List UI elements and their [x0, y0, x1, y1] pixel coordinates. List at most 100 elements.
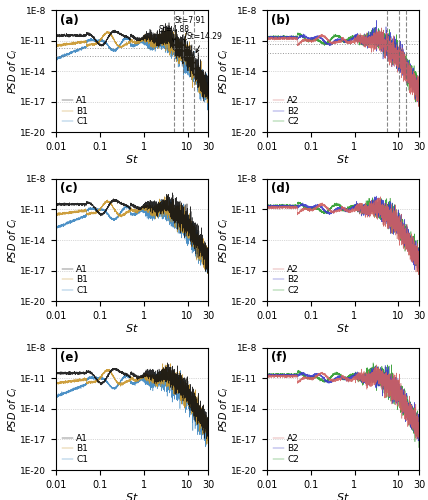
C1 — [203, 262, 208, 268]
A2 — [329, 378, 334, 384]
B1 — [80, 377, 85, 383]
A1 — [71, 202, 76, 207]
B1 — [187, 60, 192, 66]
C1 — [80, 214, 85, 220]
C2 — [370, 194, 375, 200]
A2 — [323, 372, 328, 378]
A1 — [80, 371, 85, 377]
A1 — [112, 29, 117, 35]
X-axis label: $St$: $St$ — [336, 322, 350, 334]
A2 — [414, 260, 419, 266]
B2 — [417, 90, 422, 96]
Legend: A1, B1, C1: A1, B1, C1 — [60, 432, 90, 466]
B2 — [416, 438, 421, 444]
B2 — [417, 433, 422, 439]
Line: C2: C2 — [267, 28, 419, 103]
C2 — [291, 371, 296, 377]
C1 — [53, 224, 58, 230]
B2 — [282, 36, 287, 42]
C2 — [282, 33, 287, 39]
A2 — [291, 35, 296, 41]
C2 — [264, 202, 269, 208]
C2 — [291, 34, 296, 40]
A2 — [398, 228, 403, 234]
B2 — [374, 18, 379, 24]
A1 — [80, 34, 85, 40]
Line: C1: C1 — [56, 32, 208, 110]
A1 — [170, 190, 175, 196]
A2 — [282, 36, 287, 42]
B1 — [112, 374, 117, 380]
Line: A2: A2 — [267, 28, 419, 106]
B2 — [282, 204, 287, 210]
C2 — [398, 396, 403, 402]
B1 — [205, 271, 210, 277]
Y-axis label: PSD of $C_l$: PSD of $C_l$ — [217, 48, 231, 94]
Text: (c): (c) — [60, 182, 78, 196]
C2 — [329, 374, 334, 380]
B2 — [398, 392, 403, 398]
Line: B1: B1 — [56, 196, 208, 274]
C1 — [53, 394, 58, 400]
Line: C2: C2 — [267, 198, 419, 272]
B1 — [53, 42, 58, 48]
C1 — [118, 210, 123, 216]
C2 — [372, 24, 377, 30]
Text: (d): (d) — [271, 182, 290, 196]
Line: A1: A1 — [56, 362, 208, 440]
Legend: A2, B2, C2: A2, B2, C2 — [271, 94, 301, 128]
Line: A1: A1 — [56, 22, 208, 101]
C1 — [178, 368, 183, 374]
A2 — [374, 362, 379, 368]
B2 — [264, 34, 269, 40]
C1 — [112, 48, 117, 54]
C1 — [71, 218, 76, 224]
A1 — [206, 94, 211, 100]
A1 — [205, 270, 210, 276]
C2 — [398, 60, 403, 66]
B2 — [415, 99, 420, 105]
C1 — [80, 382, 85, 388]
C1 — [118, 378, 123, 384]
B1 — [112, 37, 117, 43]
Text: (f): (f) — [271, 352, 287, 364]
C2 — [417, 430, 422, 436]
Text: (a): (a) — [60, 14, 79, 26]
A1 — [118, 32, 123, 38]
A2 — [416, 104, 421, 110]
C1 — [71, 386, 76, 392]
X-axis label: $St$: $St$ — [336, 154, 350, 166]
B2 — [414, 90, 419, 96]
Y-axis label: PSD of $C_l$: PSD of $C_l$ — [6, 48, 20, 94]
X-axis label: $St$: $St$ — [125, 154, 139, 166]
C1 — [205, 107, 210, 113]
B1 — [206, 440, 211, 446]
C2 — [291, 202, 296, 208]
B1 — [80, 208, 85, 214]
A1 — [187, 226, 192, 232]
C1 — [112, 216, 117, 222]
C2 — [417, 255, 422, 261]
Line: B2: B2 — [267, 20, 419, 102]
B1 — [71, 378, 76, 384]
C1 — [203, 444, 208, 450]
B1 — [187, 228, 192, 234]
Text: St=4.88: St=4.88 — [159, 26, 190, 42]
A1 — [112, 197, 117, 203]
A1 — [80, 202, 85, 208]
A1 — [112, 366, 117, 372]
A2 — [282, 204, 287, 210]
B2 — [414, 415, 419, 421]
C2 — [398, 233, 403, 239]
Y-axis label: PSD of $C_l$: PSD of $C_l$ — [6, 386, 20, 432]
B1 — [80, 38, 85, 44]
A2 — [414, 420, 419, 426]
A2 — [417, 431, 422, 437]
Line: A2: A2 — [267, 196, 419, 275]
C2 — [371, 360, 376, 366]
C1 — [206, 274, 211, 280]
Text: (e): (e) — [60, 352, 79, 364]
Y-axis label: PSD of $C_l$: PSD of $C_l$ — [6, 217, 20, 263]
C1 — [158, 196, 163, 202]
Line: C1: C1 — [56, 370, 208, 454]
